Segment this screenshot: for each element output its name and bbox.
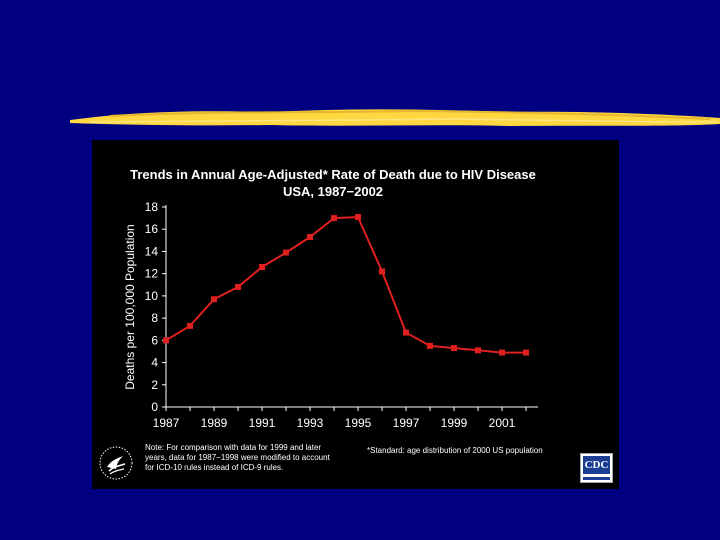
cdc-logo-icon: CDC [580,453,613,483]
data-point [211,296,217,303]
chart-subtitle: USA, 1987−2002 [283,184,383,199]
data-point [475,347,481,354]
cdc-logo-bar [583,477,610,480]
x-tick-label: 1993 [297,416,324,430]
series-line [165,215,526,354]
hhs-eagle-icon [99,446,133,480]
y-tick-label: 12 [145,267,159,281]
y-tick-label: 2 [151,378,158,392]
series-layer [163,214,529,356]
y-ticks: 0 2 4 6 8 10 12 14 16 18 [145,200,166,414]
y-tick-label: 16 [145,222,159,236]
x-tick-label: 1995 [345,416,372,430]
y-tick-label: 10 [145,289,159,303]
data-point [355,214,361,220]
data-point [403,329,409,336]
chart-title: Trends in Annual Age-Adjusted* Rate of D… [130,167,536,182]
note-line: years, data for 1987−1998 were modified … [145,453,330,462]
data-point [451,345,457,352]
data-point [331,215,337,222]
note-line: for ICD-10 rules instead of ICD-9 rules. [145,463,284,472]
x-tick-label: 1987 [153,416,180,430]
axes [165,205,538,408]
x-tick-label: 2001 [489,416,516,430]
note-line: Note: For comparison with data for 1999 … [145,443,322,452]
brush-stroke-divider [70,109,720,126]
data-point [187,322,193,329]
x-tick-label: 1989 [201,416,228,430]
y-tick-label: 14 [145,244,159,258]
data-point [235,284,241,290]
data-point [427,342,433,349]
data-point [499,349,505,356]
y-tick-label: 8 [151,311,158,325]
data-point [379,268,385,275]
x-ticks: 1987 1989 1991 1993 1995 1997 1999 2001 [153,407,527,430]
data-point [307,234,313,240]
y-tick-label: 6 [151,333,158,347]
chart-note: Note: For comparison with data for 1999 … [145,443,360,473]
data-point [283,249,289,256]
x-tick-label: 1991 [249,416,276,430]
cdc-logo-text: CDC [583,456,610,474]
chart: Trends in Annual Age-Adjusted* Rate of D… [123,167,538,430]
x-tick-label: 1997 [393,416,420,430]
data-point [259,264,265,270]
standard-footnote: *Standard: age distribution of 2000 US p… [367,446,543,455]
y-tick-label: 0 [151,400,158,414]
y-tick-label: 4 [151,356,158,370]
chart-panel: Trends in Annual Age-Adjusted* Rate of D… [92,140,619,489]
x-tick-label: 1999 [441,416,468,430]
data-point [163,337,169,344]
data-point [523,349,529,356]
y-tick-label: 18 [145,200,159,214]
y-axis-label: Deaths per 100,000 Population [123,224,137,389]
